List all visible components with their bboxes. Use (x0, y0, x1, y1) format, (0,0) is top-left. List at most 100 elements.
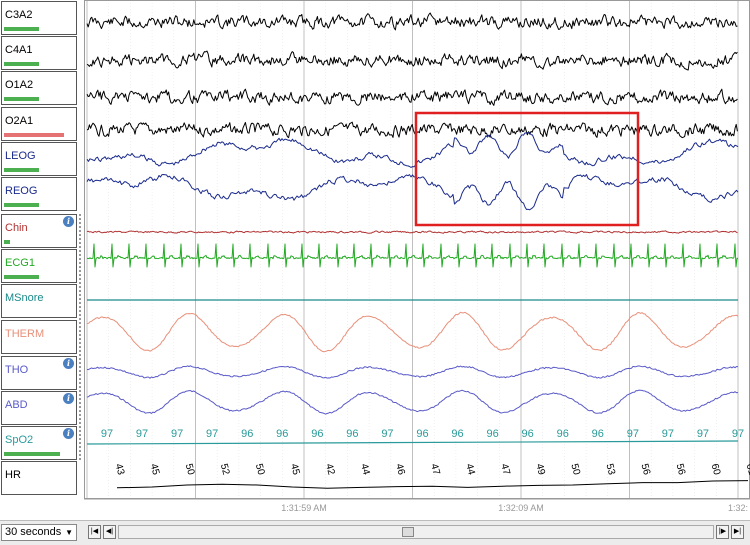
spo2-value: 96 (311, 428, 323, 440)
channel-label: LEOG (5, 150, 36, 162)
trace-o2a1 (86, 121, 738, 139)
epoch-dropdown[interactable]: 30 seconds ▼ (1, 524, 77, 541)
spo2-value: 97 (171, 428, 183, 440)
hr-value: 43 (113, 463, 127, 477)
hr-value: 52 (218, 463, 232, 477)
spo2-value: 97 (136, 428, 148, 440)
signal-chart[interactable]: 97 97 97 97 96 96 96 96 97 96 96 96 96 96 96 97 97 97 97 43… (84, 0, 750, 512)
hr-value: 56 (674, 463, 688, 477)
channel-label: C3A2 (5, 9, 33, 21)
clock-time-label: 1:32: (728, 503, 748, 512)
channel-label: Chin (5, 222, 28, 234)
channel-label: MSnore (5, 292, 44, 304)
info-icon[interactable]: i (63, 358, 74, 369)
channel-label: ABD (5, 399, 28, 411)
channel-label: O2A1 (5, 115, 34, 127)
channel-chin[interactable]: Chin i (1, 214, 77, 248)
info-icon[interactable]: i (63, 216, 74, 227)
channel-spo2[interactable]: SpO2 i (1, 426, 77, 460)
channel-divider[interactable] (79, 214, 81, 460)
signal-level-bar (4, 275, 39, 279)
next-page-button[interactable]: |▶ (716, 525, 729, 539)
channel-c4a1[interactable]: C4A1 (1, 36, 77, 70)
trace-therm (86, 311, 739, 353)
channel-tho[interactable]: THO i (1, 356, 77, 390)
channel-label: ECG1 (5, 257, 35, 269)
spo2-value: 97 (732, 428, 744, 440)
skip-forward-icon: ▶| (733, 528, 742, 535)
clock-time-label: 1:31:59 AM (281, 503, 327, 512)
trace-c4a1 (86, 50, 738, 71)
trace-leog (86, 131, 739, 168)
chart-border (84, 0, 750, 499)
channel-c3a2[interactable]: C3A2 (1, 1, 77, 35)
hr-value: 45 (288, 463, 302, 477)
channel-label-panel: C3A2 C4A1 O1A2 O2A1 LEOG REOG Chin i ECG1 MSnore T… (0, 0, 82, 520)
skip-back-icon: |◀ (90, 528, 99, 535)
signal-level-bar (4, 133, 64, 137)
channel-label: C4A1 (5, 44, 33, 56)
info-icon[interactable]: i (63, 393, 74, 404)
trace-c3a2 (86, 12, 738, 31)
spo2-value: 97 (627, 428, 639, 440)
status-bar: 30 seconds ▼ |◀ ◀| |▶ ▶| (0, 520, 750, 545)
channel-label: THERM (5, 328, 45, 340)
trace-tho (86, 365, 739, 379)
hr-value: 46 (393, 463, 407, 477)
channel-abd[interactable]: ABD i (1, 391, 77, 425)
channel-hr[interactable]: HR (1, 461, 77, 495)
spo2-value: 96 (346, 428, 358, 440)
spo2-value: 96 (241, 428, 253, 440)
trace-reog (86, 174, 739, 211)
spo2-value: 96 (276, 428, 288, 440)
channel-therm[interactable]: THERM (1, 320, 77, 354)
signal-level-bar (4, 27, 39, 31)
spo2-value: 96 (416, 428, 428, 440)
channel-label: O1A2 (5, 79, 34, 91)
scroll-thumb[interactable] (402, 527, 414, 537)
trace-abd (86, 389, 739, 415)
trace-hr (116, 480, 749, 489)
clock-time-label: 1:32:09 AM (498, 503, 544, 512)
hr-value: 49 (533, 463, 547, 477)
spo2-value: 96 (522, 428, 534, 440)
channel-ecg1[interactable]: ECG1 (1, 249, 77, 283)
signal-level-bar (4, 203, 39, 207)
hr-value: 45 (148, 463, 162, 477)
highlight-box (414, 111, 640, 227)
spo2-value: 96 (451, 428, 463, 440)
spo2-value: 97 (206, 428, 218, 440)
spo2-value: 97 (381, 428, 393, 440)
hr-value: 44 (358, 463, 372, 477)
trace-ecg1 (86, 243, 739, 268)
first-page-button[interactable]: |◀ (88, 525, 101, 539)
hr-value: 50 (183, 463, 197, 477)
epoch-label: 30 seconds (5, 526, 62, 538)
prev-page-button[interactable]: ◀| (103, 525, 116, 539)
hr-value: 61 (744, 463, 750, 477)
channel-o1a2[interactable]: O1A2 (1, 71, 77, 105)
hr-value: 50 (568, 463, 582, 477)
channel-leog[interactable]: LEOG (1, 142, 77, 176)
info-icon[interactable]: i (63, 428, 74, 439)
spo2-value: 97 (101, 428, 113, 440)
signal-level-bar (4, 452, 60, 456)
step-forward-icon: |▶ (718, 528, 727, 535)
channel-reog[interactable]: REOG (1, 177, 77, 211)
channel-o2a1[interactable]: O2A1 (1, 107, 77, 141)
trace-spo2 (86, 440, 739, 445)
step-back-icon: ◀| (105, 528, 114, 535)
hr-value: 60 (709, 463, 723, 477)
hr-value: 50 (253, 463, 267, 477)
hr-value: 47 (498, 463, 512, 477)
channel-label: REOG (5, 185, 38, 197)
last-page-button[interactable]: ▶| (731, 525, 744, 539)
hr-value: 44 (463, 463, 477, 477)
trace-chin (86, 230, 738, 234)
time-scrollbar[interactable] (118, 525, 714, 539)
trace-o1a2 (86, 88, 738, 106)
chevron-down-icon: ▼ (65, 528, 73, 537)
hr-value: 56 (638, 463, 652, 477)
channel-msnore[interactable]: MSnore (1, 284, 77, 318)
spo2-value: 96 (557, 428, 569, 440)
